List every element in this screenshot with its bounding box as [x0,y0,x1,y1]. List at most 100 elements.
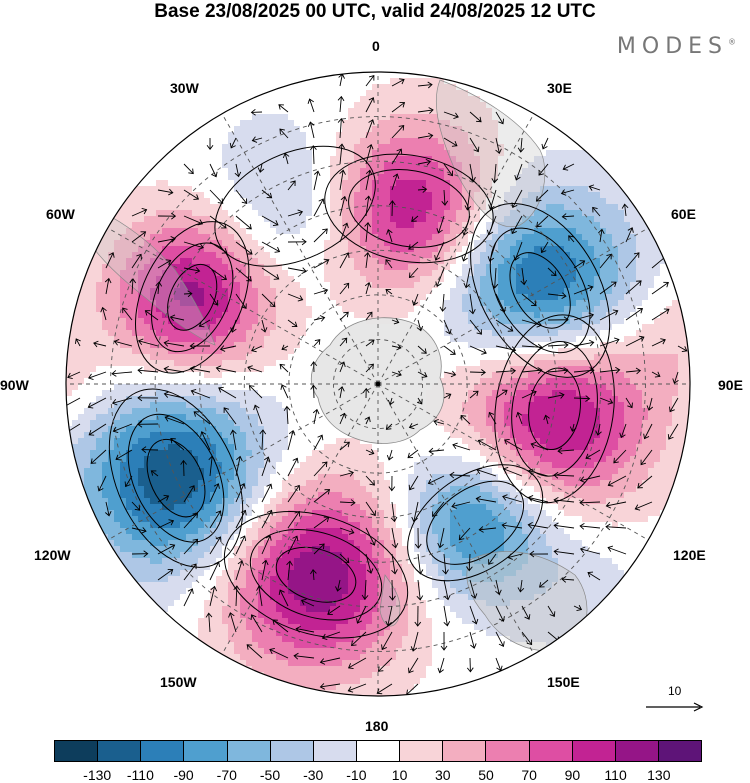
field-cell [438,168,445,175]
field-cell [168,162,175,169]
field-cell [378,234,385,241]
field-cell [282,138,289,145]
field-cell [516,210,523,217]
field-cell [132,198,139,205]
field-cell [252,408,259,415]
field-cell [210,246,217,253]
field-cell [534,312,541,319]
field-cell [462,300,469,307]
field-cell [582,330,589,337]
field-cell [438,150,445,157]
field-cell [246,192,253,199]
field-cell [360,96,367,103]
field-cell [276,192,283,199]
field-cell [474,348,481,355]
field-cell [462,402,469,409]
field-cell [522,384,529,391]
field-cell [600,336,607,343]
field-cell [540,408,547,415]
field-cell [636,282,643,289]
field-cell [624,186,631,193]
field-cell [576,324,583,331]
field-cell [294,216,301,223]
field-cell [426,318,433,325]
field-cell [138,390,145,397]
field-cell [132,378,139,385]
field-cell [324,120,331,127]
field-cell [144,240,151,247]
field-cell [144,330,151,337]
field-cell [108,306,115,313]
field-cell [348,138,355,145]
field-cell [78,354,85,361]
field-cell [102,264,109,271]
field-cell [552,246,559,253]
field-cell [210,324,217,331]
field-cell [114,288,121,295]
field-cell [354,156,361,163]
field-cell [252,246,259,253]
field-cell [324,336,331,343]
field-cell [120,246,127,253]
field-cell [354,264,361,271]
field-cell [552,144,559,151]
field-cell [216,348,223,355]
field-cell [300,174,307,181]
field-cell [264,186,271,193]
field-cell [588,204,595,211]
field-cell [288,156,295,163]
field-cell [198,258,205,265]
field-cell [486,384,493,391]
field-cell [204,366,211,373]
field-cell [480,108,487,115]
field-cell [474,108,481,115]
field-cell [300,222,307,229]
field-cell [468,174,475,181]
field-cell [504,150,511,157]
field-cell [252,330,259,337]
field-cell [66,396,73,403]
field-cell [594,234,601,241]
field-cell [264,282,271,289]
field-cell [492,294,499,301]
field-cell [306,324,313,331]
field-cell [228,312,235,319]
field-cell [348,240,355,247]
field-cell [258,372,265,379]
field-cell [582,384,589,391]
field-cell [312,144,319,151]
field-cell [132,282,139,289]
field-cell [618,396,625,403]
field-cell [600,198,607,205]
field-cell [162,384,169,391]
field-cell [324,252,331,259]
field-cell [486,162,493,169]
field-cell [138,198,145,205]
field-cell [552,234,559,241]
field-cell [660,282,667,289]
field-cell [498,312,505,319]
field-cell [636,372,643,379]
field-cell [276,228,283,235]
field-cell [498,276,505,283]
field-cell [222,204,229,211]
field-cell [96,294,103,301]
field-cell [366,90,373,97]
field-cell [606,342,613,349]
field-cell [306,198,313,205]
field-cell [132,342,139,349]
field-cell [630,276,637,283]
field-cell [162,240,169,247]
field-cell [342,216,349,223]
field-cell [504,384,511,391]
field-cell [354,96,361,103]
field-cell [594,378,601,385]
field-cell [96,360,103,367]
field-cell [432,252,439,259]
field-cell [384,216,391,223]
field-cell [240,186,247,193]
field-cell [672,354,679,361]
field-cell [618,300,625,307]
field-cell [402,264,409,271]
field-cell [426,240,433,247]
